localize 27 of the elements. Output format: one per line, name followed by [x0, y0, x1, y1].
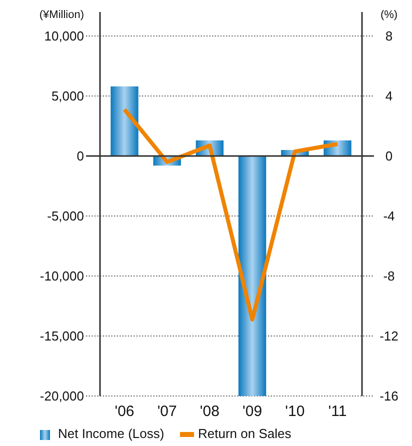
- y-axis-title: (¥Million): [39, 9, 84, 21]
- y2-tick-label: 4: [385, 88, 393, 104]
- y-tick-label: -20,000: [40, 388, 84, 404]
- x-tick-label: '07: [157, 403, 177, 420]
- x-tick-label: '11: [328, 403, 347, 420]
- legend-label: Return on Sales: [198, 426, 292, 441]
- x-tick-label: '10: [285, 403, 305, 420]
- bar: [238, 156, 266, 396]
- y2-tick-label: 8: [385, 28, 393, 44]
- y2-tick-label: -12: [380, 328, 398, 344]
- line-series: [122, 108, 340, 322]
- y-tick-label: -5,000: [47, 208, 84, 224]
- y-tick-label: -15,000: [40, 328, 84, 344]
- y-tick-label: -10,000: [40, 268, 84, 284]
- x-tick-label: '09: [242, 403, 262, 420]
- y-tick-label: 10,000: [44, 28, 84, 44]
- bar: [110, 86, 138, 156]
- legend-label: Net Income (Loss): [58, 426, 164, 441]
- y2-axis-title: (%): [380, 9, 398, 21]
- y2-tick-label: -16: [380, 388, 398, 404]
- y2-tick-label: -4: [383, 208, 395, 224]
- y2-tick-label: 0: [385, 148, 393, 164]
- y-tick-label: 5,000: [51, 88, 84, 104]
- x-tick-label: '06: [114, 403, 134, 420]
- x-tick-label: '08: [200, 403, 220, 420]
- y2-tick-label: -8: [383, 268, 395, 284]
- y-tick-label: 0: [76, 148, 84, 164]
